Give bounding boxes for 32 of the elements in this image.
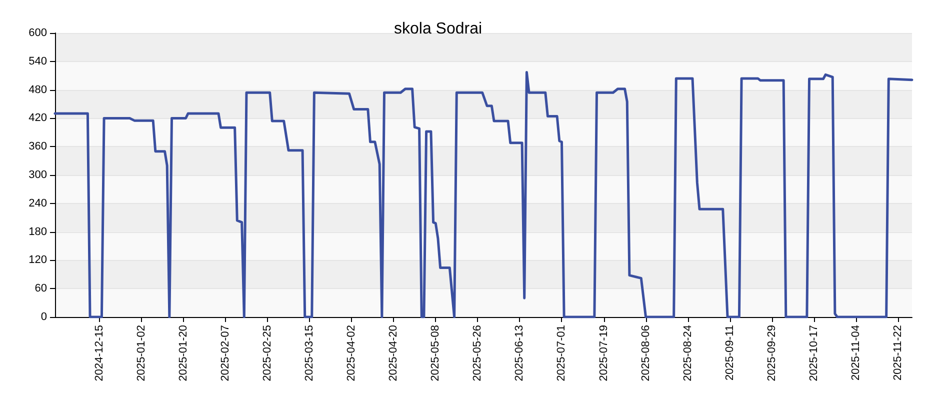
x-tick-label: 2025-05-26: [472, 325, 484, 382]
y-tick-label: 300: [28, 169, 47, 181]
x-tick-label: 2025-11-04: [850, 325, 862, 380]
y-tick-label: 180: [28, 226, 47, 238]
x-tick-label: 2025-07-19: [598, 325, 610, 382]
y-tick-label: 540: [28, 55, 47, 68]
x-tick-label: 2025-05-08: [430, 325, 442, 382]
x-tick-label: 2025-09-29: [766, 325, 778, 382]
y-tick-label: 120: [28, 254, 47, 266]
y-tick-label: 60: [34, 282, 47, 295]
x-tick-label: 2025-04-20: [388, 325, 400, 382]
x-tick-label: 2025-10-17: [808, 325, 820, 382]
x-tick-label: 2025-02-25: [262, 325, 274, 382]
x-tick-label: 2025-02-07: [219, 325, 232, 382]
x-tick-label: 2025-06-13: [514, 325, 526, 382]
x-tick-label: 2025-07-01: [556, 325, 568, 382]
x-tick-label: 2025-09-11: [724, 325, 736, 380]
y-tick-label: 0: [40, 311, 47, 323]
x-tick-label: 2025-08-24: [682, 325, 694, 382]
x-tick-label: 2025-08-06: [640, 325, 652, 382]
chart-title: skola Sodrai: [394, 20, 482, 38]
y-tick-label: 360: [28, 140, 47, 153]
y-tick-label: 420: [28, 112, 47, 124]
x-tick-label: 2025-11-22: [892, 325, 904, 380]
x-tick-label: 2024-12-15: [93, 325, 106, 382]
y-tick-label: 480: [28, 84, 47, 96]
y-tick-label: 600: [28, 27, 47, 39]
x-tick-label: 2025-01-02: [135, 325, 148, 382]
x-tick-label: 2025-03-15: [304, 325, 316, 382]
x-tick-label: 2025-01-20: [177, 325, 190, 382]
x-tick-label: 2025-04-02: [346, 325, 358, 382]
y-tick-label: 240: [28, 197, 47, 210]
